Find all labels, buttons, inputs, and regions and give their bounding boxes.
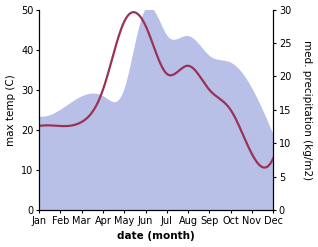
Y-axis label: max temp (C): max temp (C) (5, 74, 16, 146)
Y-axis label: med. precipitation (kg/m2): med. precipitation (kg/m2) (302, 40, 313, 180)
X-axis label: date (month): date (month) (117, 231, 195, 242)
